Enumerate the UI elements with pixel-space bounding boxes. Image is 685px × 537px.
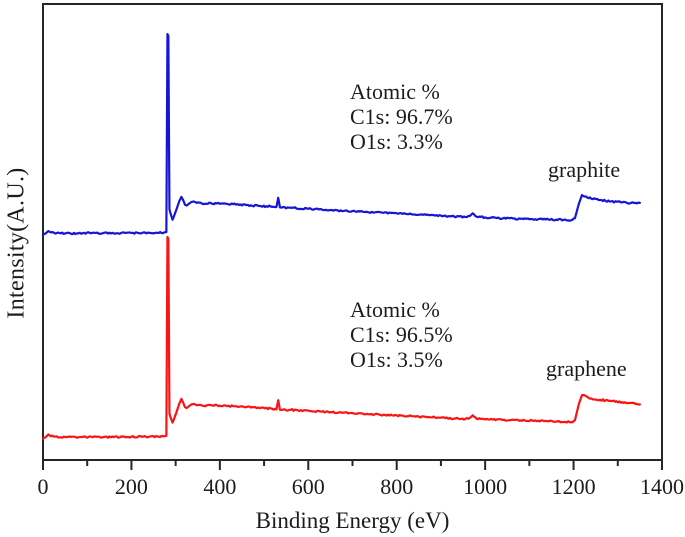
x-tick-label-200: 200 — [114, 474, 148, 499]
graphene-curve — [41, 235, 641, 440]
x-tick-label-0: 0 — [37, 474, 49, 499]
graphite-series-label: graphite — [548, 157, 621, 182]
graphene-series-label: graphene — [546, 356, 627, 381]
x-tick-label-400: 400 — [203, 474, 237, 499]
graphene-atomic-annotation: Atomic % C1s: 96.5% O1s: 3.5% — [350, 297, 453, 372]
annotation-line-o1s: O1s: 3.3% — [350, 129, 443, 154]
annotation-line-c1s: C1s: 96.5% — [350, 322, 453, 347]
graphite-atomic-annotation: Atomic % C1s: 96.7% O1s: 3.3% — [350, 79, 453, 154]
plot-frame — [42, 3, 663, 461]
x-axis-title: Binding Energy (eV) — [255, 508, 450, 533]
annotation-line-c1s: C1s: 96.7% — [350, 104, 453, 129]
graphite-curve — [41, 33, 641, 236]
y-axis-title: Intensity(A.U.) — [3, 167, 30, 319]
x-tick-label-800: 800 — [380, 474, 414, 499]
annotation-line-o1s: O1s: 3.5% — [350, 347, 443, 372]
x-tick-label-1200: 1200 — [551, 474, 596, 499]
x-tick-label-1400: 1400 — [640, 474, 684, 499]
annotation-line-atomic: Atomic % — [350, 297, 440, 322]
x-tick-label-600: 600 — [291, 474, 325, 499]
x-tick-label-1000: 1000 — [463, 474, 508, 499]
annotation-line-atomic: Atomic % — [350, 79, 440, 104]
